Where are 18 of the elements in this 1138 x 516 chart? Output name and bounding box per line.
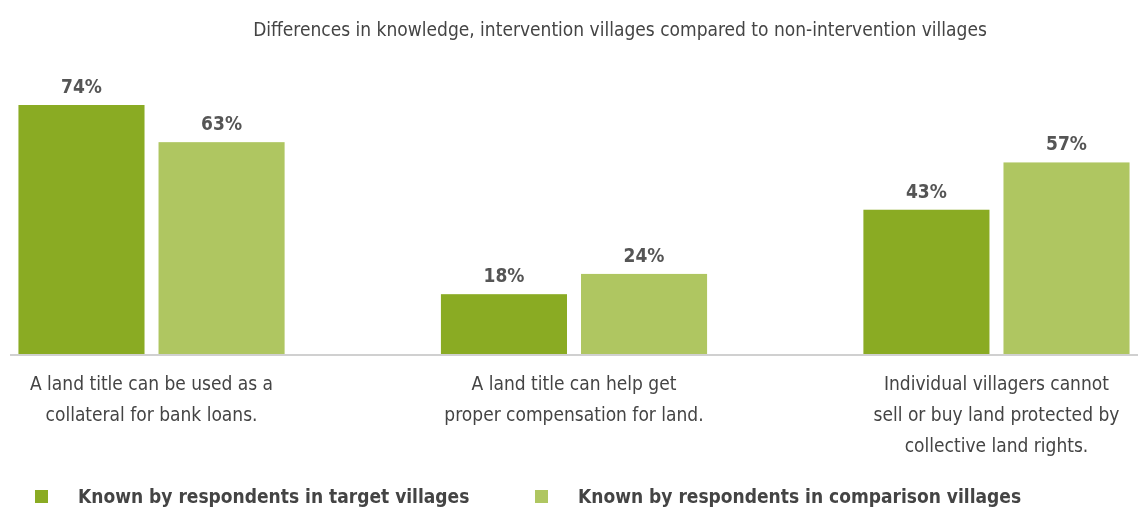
legend-label: Known by respondents in comparison villages bbox=[578, 485, 1022, 507]
data-label: 63% bbox=[201, 112, 243, 135]
data-label: 57% bbox=[1046, 132, 1087, 155]
bar bbox=[158, 142, 285, 355]
bar bbox=[863, 209, 990, 355]
data-label: 74% bbox=[61, 75, 102, 97]
x-tick-label: A land title can help get proper compensation for land. bbox=[444, 372, 704, 425]
data-label: 18% bbox=[483, 264, 525, 287]
bar bbox=[440, 294, 567, 355]
data-label: 43% bbox=[905, 179, 947, 202]
x-tick-label: Individual villagers cannot sell or buy land protected by collective land rights. bbox=[873, 372, 1120, 456]
data-label: 24% bbox=[623, 243, 665, 266]
bar bbox=[581, 273, 708, 355]
x-tick-label: A land title can be used as a collateral for bank loans. bbox=[29, 372, 274, 425]
bar bbox=[1003, 162, 1130, 355]
legend-label: Known by respondents in target villages bbox=[78, 485, 470, 507]
chart-title: Differences in knowledge, intervention villages compared to non-intervention villages bbox=[253, 18, 987, 40]
bar bbox=[18, 105, 145, 355]
